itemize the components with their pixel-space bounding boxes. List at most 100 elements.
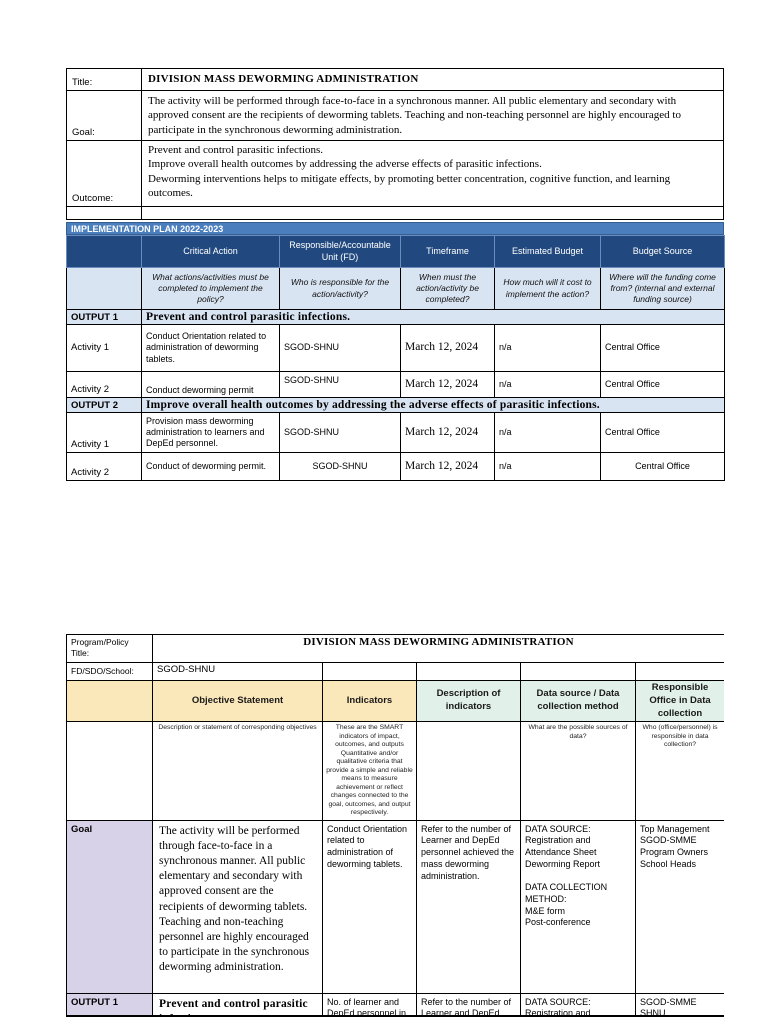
me-subheader-objective: Description or statement of correspondin…	[152, 721, 323, 821]
activity-label: Activity 2	[66, 371, 142, 398]
header-timeframe: Timeframe	[400, 235, 495, 268]
document-body: Title: DIVISION MASS DEWORMING ADMINISTR…	[66, 68, 725, 1017]
activity-row: Activity 2 Conduct of deworming permit. …	[66, 452, 725, 481]
activity-label: Activity 1	[66, 412, 142, 453]
activity-timeframe: March 12, 2024	[400, 324, 495, 372]
activity-unit: SGOD-SHNU	[279, 412, 401, 453]
me-output1-label: OUTPUT 1	[66, 992, 153, 1015]
header-critical-action: Critical Action	[141, 235, 280, 268]
activity-action: Conduct deworming permit	[141, 371, 280, 398]
activity-row: Activity 2 Conduct deworming permit SGOD…	[66, 371, 725, 398]
activity-budget: n/a	[494, 324, 601, 372]
plan-header-row: Critical Action Responsible/Accountable …	[66, 235, 725, 268]
goal-label: Goal:	[66, 90, 142, 141]
program-title-label: Program/Policy Title:	[66, 634, 153, 663]
activity-row: Activity 1 Conduct Orientation related t…	[66, 324, 725, 372]
me-subheader-indicators: These are the SMART indicators of impact…	[322, 721, 417, 821]
me-subheader-description	[416, 721, 521, 821]
me-goal-office: Top Management SGOD-SMME Program Owners …	[634, 819, 724, 994]
subheader-budget-source: Where will the funding come from? (inter…	[600, 267, 725, 310]
header-estimated-budget: Estimated Budget	[494, 235, 601, 268]
me-output1-objective: Prevent and control parasitic infections…	[152, 992, 323, 1015]
outcome-value: Prevent and control parasitic infections…	[141, 140, 724, 207]
outcome-row: Outcome: Prevent and control parasitic i…	[66, 140, 724, 207]
empty-row	[66, 206, 724, 220]
activity-budget: n/a	[494, 412, 601, 453]
output1-description: Prevent and control parasitic infections…	[141, 309, 725, 325]
activity-source: Central Office	[600, 452, 725, 481]
output2-description: Improve overall health outcomes by addre…	[141, 397, 725, 413]
title-value: DIVISION MASS DEWORMING ADMINISTRATION	[141, 68, 724, 91]
activity-unit: SGOD-SHNU	[279, 324, 401, 372]
me-header-description: Description of indicators	[416, 679, 521, 723]
subheader-critical-action: What actions/activities must be complete…	[141, 267, 280, 310]
me-goal-description: Refer to the number of Learner and DepEd…	[416, 819, 521, 994]
info-table: Title: DIVISION MASS DEWORMING ADMINISTR…	[66, 68, 724, 220]
me-goal-label: Goal	[66, 819, 153, 994]
subheader-responsible-unit: Who is responsible for the action/activi…	[279, 267, 401, 310]
activity-label: Activity 1	[66, 324, 142, 372]
me-goal-indicators: Conduct Orientation related to administr…	[322, 819, 417, 994]
subheader-estimated-budget: How much will it cost to implement the a…	[494, 267, 601, 310]
goal-value: The activity will be performed through f…	[141, 90, 724, 141]
banner-text: IMPLEMENTATION PLAN 2022-2023	[71, 224, 224, 234]
activity-source: Central Office	[600, 412, 725, 453]
me-goal-data-source: DATA SOURCE: Registration and Attendance…	[520, 819, 636, 994]
activity-unit: SGOD-SHNU	[279, 452, 401, 481]
activity-timeframe: March 12, 2024	[400, 371, 495, 398]
implementation-plan-table: Critical Action Responsible/Accountable …	[66, 235, 725, 481]
activity-source: Central Office	[600, 324, 725, 372]
title-label: Title:	[66, 68, 142, 91]
output1-label: OUTPUT 1	[66, 309, 142, 325]
me-header-empty	[66, 679, 153, 723]
output2-row: OUTPUT 2 Improve overall health outcomes…	[66, 397, 725, 413]
outcome-label: Outcome:	[66, 140, 142, 207]
output1-row: OUTPUT 1 Prevent and control parasitic i…	[66, 309, 725, 325]
me-header-data-source: Data source / Data collection method	[520, 679, 636, 723]
header-responsible-unit: Responsible/Accountable Unit (FD)	[279, 235, 401, 268]
output2-label: OUTPUT 2	[66, 397, 142, 413]
activity-action: Conduct Orientation related to administr…	[141, 324, 280, 372]
subheader-empty	[66, 267, 142, 310]
me-subheader-data-source: What are the possible sources of data?	[520, 721, 636, 821]
goal-row: Goal: The activity will be performed thr…	[66, 90, 724, 141]
me-header-row: Objective Statement Indicators Descripti…	[66, 679, 724, 723]
fd-school-label: FD/SDO/School:	[66, 662, 153, 681]
subheader-timeframe: When must the action/activity be complet…	[400, 267, 495, 310]
activity-source: Central Office	[600, 371, 725, 398]
me-goal-row: Goal The activity will be performed thro…	[66, 819, 724, 994]
title-row: Title: DIVISION MASS DEWORMING ADMINISTR…	[66, 68, 724, 91]
implementation-plan-banner: IMPLEMENTATION PLAN 2022-2023	[66, 222, 724, 235]
fd-school-row: FD/SDO/School: SGOD-SHNU	[66, 662, 724, 681]
me-output1-indicators: No. of learner and DepEd personnel in th…	[322, 992, 417, 1015]
me-output1-description: Refer to the number of Learner and DepEd…	[416, 992, 521, 1015]
me-output1-office: SGOD-SMME SHNU	[634, 992, 724, 1015]
me-header-responsible-office: Responsible Office in Data collection	[634, 679, 724, 723]
me-subheader-empty	[66, 721, 153, 821]
header-budget-source: Budget Source	[600, 235, 725, 268]
me-table-clip: Program/Policy Title: DIVISION MASS DEWO…	[66, 634, 724, 1017]
me-output1-row: OUTPUT 1 Prevent and control parasitic i…	[66, 992, 724, 1015]
me-subheader-responsible-office: Who (office/personnel) is responsible in…	[634, 721, 724, 821]
me-table: Program/Policy Title: DIVISION MASS DEWO…	[66, 634, 724, 1015]
fd-school-value: SGOD-SHNU	[152, 662, 323, 681]
me-output1-data-source: DATA SOURCE: Registration and Attendance…	[520, 992, 636, 1015]
me-header-indicators: Indicators	[322, 679, 417, 723]
program-title-row: Program/Policy Title: DIVISION MASS DEWO…	[66, 634, 724, 663]
activity-timeframe: March 12, 2024	[400, 412, 495, 453]
activity-budget: n/a	[494, 452, 601, 481]
activity-timeframe: March 12, 2024	[400, 452, 495, 481]
me-header-objective: Objective Statement	[152, 679, 323, 723]
me-subheader-row: Description or statement of correspondin…	[66, 721, 724, 821]
activity-row: Activity 1 Provision mass deworming admi…	[66, 412, 725, 453]
activity-unit: SGOD-SHNU	[279, 371, 401, 398]
header-empty	[66, 235, 142, 268]
plan-subheader-row: What actions/activities must be complete…	[66, 267, 725, 310]
activity-budget: n/a	[494, 371, 601, 398]
activity-label: Activity 2	[66, 452, 142, 481]
program-title-value: DIVISION MASS DEWORMING ADMINISTRATION	[151, 634, 724, 663]
activity-action: Conduct of deworming permit.	[141, 452, 280, 481]
me-goal-objective: The activity will be performed through f…	[152, 819, 323, 994]
activity-action: Provision mass deworming administration …	[141, 412, 280, 453]
